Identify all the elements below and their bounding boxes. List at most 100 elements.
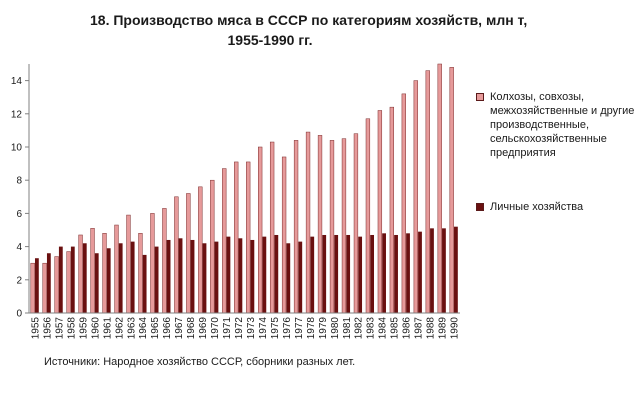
x-tick-label: 1965	[150, 317, 161, 340]
bar-collective-farms	[413, 80, 418, 314]
chart-title-line1: 18. Производство мяса в СССР по категори…	[90, 12, 528, 28]
bar-private-households	[286, 243, 291, 313]
chart-title-line2: 1955-1990 гг.	[227, 32, 313, 48]
bar-collective-farms	[198, 186, 203, 314]
bar-private-households	[70, 246, 75, 313]
bar-private-households	[370, 234, 375, 313]
bar-collective-farms	[54, 256, 59, 314]
x-tick-label: 1986	[402, 317, 413, 340]
x-tick-label: 1962	[114, 317, 125, 340]
y-tick-label: 4	[16, 242, 22, 253]
x-tick-label: 1967	[174, 317, 185, 340]
x-tick-label: 1972	[234, 317, 245, 340]
bar-collective-farms	[258, 146, 263, 314]
x-tick-label: 1957	[54, 317, 65, 340]
y-tick-label: 10	[11, 143, 23, 154]
x-tick-label: 1964	[138, 317, 149, 340]
source-note: Источники: Народное хозяйство СССР, сбор…	[44, 356, 356, 368]
bar-collective-farms	[341, 138, 347, 314]
bar-collective-farms	[389, 106, 395, 314]
x-tick-label: 1988	[426, 317, 437, 340]
bar-private-households	[166, 239, 171, 313]
bar-private-households	[142, 254, 147, 313]
bar-private-households	[406, 233, 410, 313]
bar-private-households	[442, 228, 446, 313]
x-tick-label: 1971	[222, 317, 233, 340]
bar-collective-farms	[78, 234, 83, 314]
bar-private-households	[58, 246, 63, 313]
x-tick-label: 1958	[66, 317, 77, 340]
x-tick-label: 1978	[306, 317, 317, 340]
bar-private-households	[130, 241, 135, 313]
x-tick-label: 1966	[162, 317, 173, 340]
x-tick-label: 1974	[258, 317, 269, 340]
x-tick-label: 1956	[42, 317, 53, 340]
bar-collective-farms	[222, 168, 227, 314]
x-tick-label: 1984	[378, 317, 389, 340]
bar-private-households	[178, 238, 183, 313]
bar-collective-farms	[353, 133, 359, 314]
bar-collective-farms	[317, 135, 323, 314]
bar-private-households	[226, 236, 231, 313]
x-tick-label: 1963	[126, 317, 137, 340]
bar-collective-farms	[449, 67, 454, 314]
bar-collective-farms	[174, 196, 179, 314]
bar-private-households	[262, 236, 267, 313]
bar-collective-farms	[138, 233, 143, 314]
bar-collective-farms	[114, 224, 119, 314]
x-tick-label: 1970	[210, 317, 221, 340]
bar-private-households	[118, 243, 123, 313]
bar-private-households	[334, 234, 339, 313]
bar-private-households	[418, 231, 422, 313]
y-tick-label: 12	[11, 109, 23, 120]
bar-collective-farms	[401, 93, 406, 314]
x-tick-label: 1975	[270, 317, 281, 340]
bar-private-households	[190, 239, 195, 313]
x-tick-label: 1985	[390, 317, 401, 340]
y-tick-label: 0	[16, 309, 22, 320]
y-tick-label: 6	[16, 209, 22, 220]
legend-item-private-households: Личные хозяйства	[476, 200, 640, 214]
x-tick-label: 1961	[102, 317, 113, 340]
bar-collective-farms	[329, 140, 335, 314]
bar-private-households	[274, 234, 279, 313]
bar-collective-farms	[90, 228, 95, 314]
bar-collective-farms	[126, 214, 131, 314]
bar-collective-farms	[30, 262, 35, 314]
bar-collective-farms	[437, 63, 442, 314]
bar-collective-farms	[377, 110, 383, 314]
bar-collective-farms	[293, 140, 299, 314]
x-tick-label: 1976	[282, 317, 293, 340]
legend: Колхозы, совхозы, межхозяйственные и дру…	[476, 90, 640, 214]
bar-private-households	[346, 234, 351, 313]
x-tick-label: 1955	[30, 317, 41, 340]
x-tick-label: 1960	[90, 317, 101, 340]
bar-collective-farms	[365, 118, 371, 314]
x-tick-label: 1977	[294, 317, 305, 340]
x-tick-label: 1982	[354, 317, 365, 340]
legend-label-collective-farms: Колхозы, совхозы, межхозяйственные и дру…	[490, 91, 635, 159]
bar-private-households	[298, 241, 303, 313]
bar-private-households	[106, 248, 111, 313]
bar-collective-farms	[42, 262, 47, 314]
y-tick-label: 14	[11, 76, 23, 87]
bar-private-households	[202, 243, 207, 313]
bar-private-households	[94, 253, 99, 313]
x-tick-label: 1969	[198, 317, 209, 340]
x-tick-label: 1980	[330, 317, 341, 340]
bar-collective-farms	[66, 251, 71, 314]
bar-private-households	[250, 239, 255, 313]
bar-private-households	[430, 228, 434, 313]
legend-label-private-households: Личные хозяйства	[490, 201, 584, 213]
bar-collective-farms	[281, 156, 287, 314]
bar-collective-farms	[234, 161, 239, 314]
x-tick-label: 1983	[366, 317, 377, 340]
bar-private-households	[394, 234, 398, 313]
y-tick-label: 2	[16, 275, 22, 286]
bar-collective-farms	[305, 131, 311, 314]
legend-swatch-private-households	[476, 203, 484, 211]
bar-private-households	[34, 258, 39, 313]
x-tick-label: 1973	[246, 317, 257, 340]
x-tick-label: 1959	[78, 317, 89, 340]
